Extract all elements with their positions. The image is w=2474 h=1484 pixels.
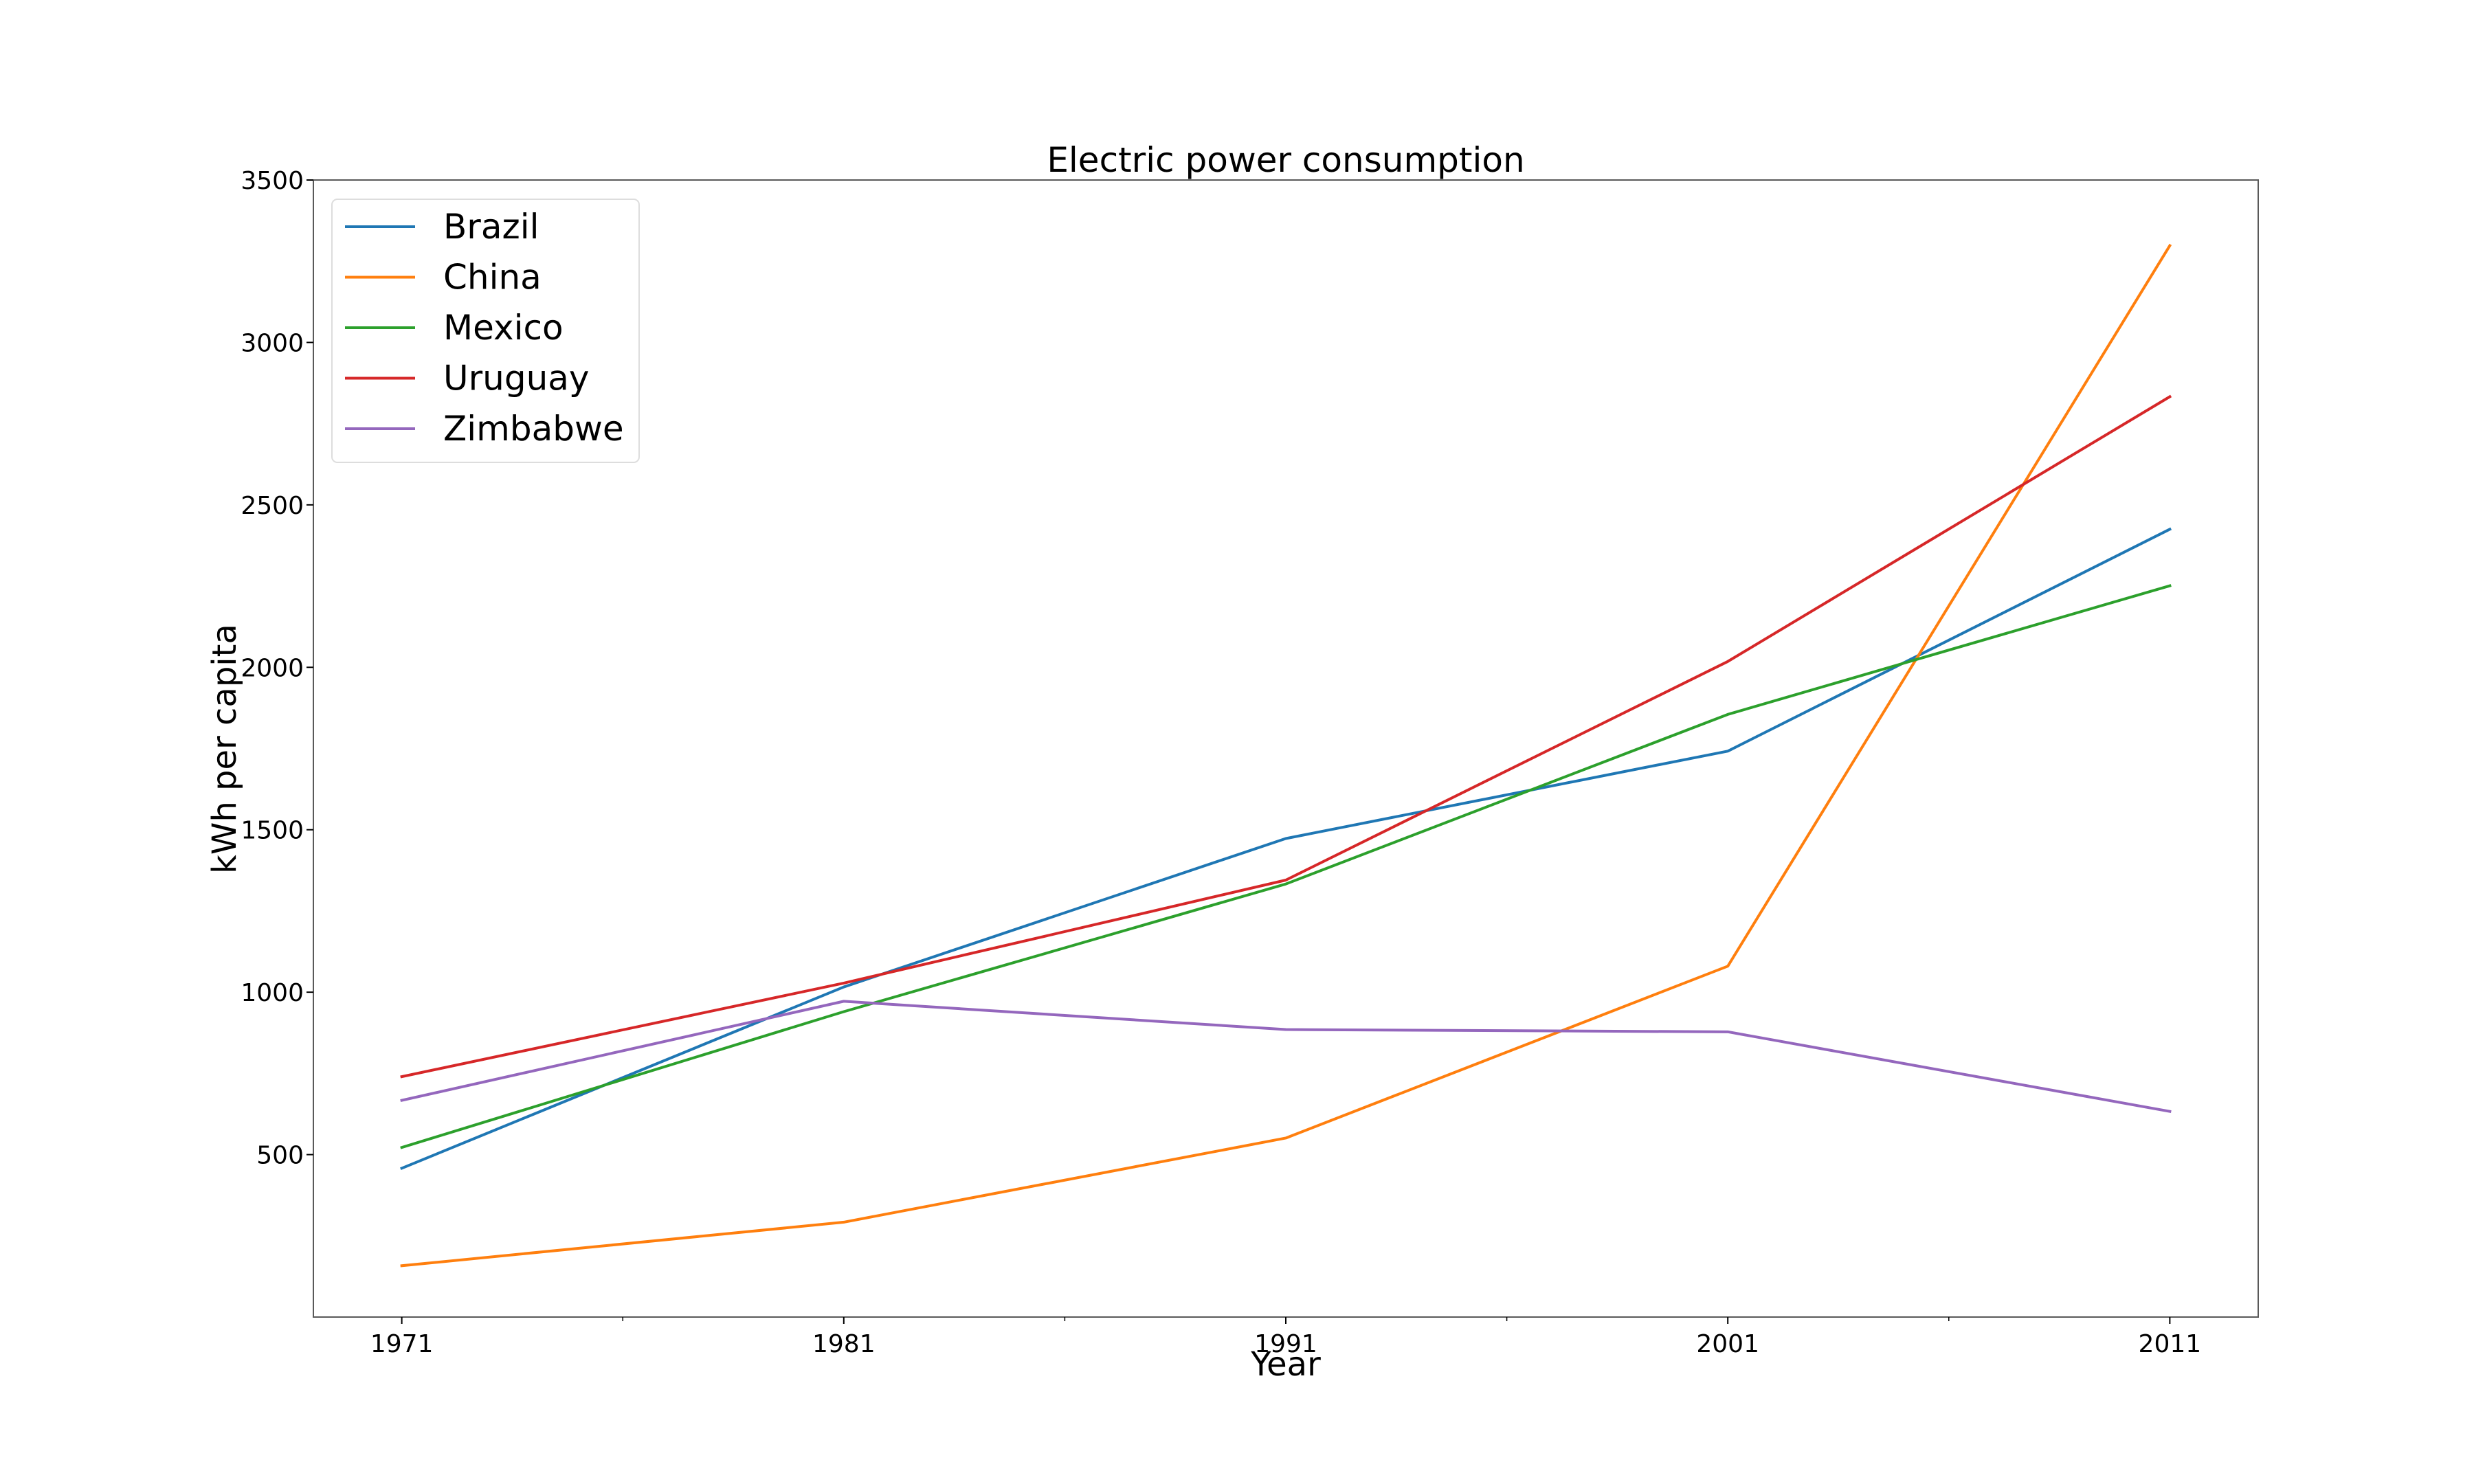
y-tick-label: 500 (256, 1142, 304, 1170)
x-tick-label: 1981 (812, 1330, 876, 1358)
y-axis-ticks: 500 1000 1500 2000 2500 3000 3500 (241, 167, 313, 1170)
legend-label-zimbabwe: Zimbabwe (443, 409, 624, 449)
x-tick-label: 2011 (2139, 1330, 2202, 1358)
series-line-mexico (400, 584, 2172, 1149)
legend-label-brazil: Brazil (443, 207, 539, 247)
y-tick-label: 1500 (241, 817, 304, 845)
x-axis-ticks: 1971 1981 1991 2001 2011 (370, 1317, 2201, 1358)
chart-title: Electric power consumption (1047, 140, 1524, 180)
legend-frame (331, 199, 640, 463)
legend-label-uruguay: Uruguay (443, 359, 590, 398)
legend: Brazil China Mexico Uruguay Zimbabwe (331, 199, 640, 463)
x-tick-label: 1991 (1254, 1330, 1317, 1358)
x-tick-label: 1971 (370, 1330, 434, 1358)
x-tick-label: 2001 (1696, 1330, 1759, 1358)
legend-label-mexico: Mexico (443, 308, 564, 348)
plot-lines (400, 243, 2172, 1268)
series-line-brazil (400, 527, 2172, 1171)
y-tick-label: 3000 (241, 329, 304, 357)
series-line-china (400, 243, 2172, 1268)
x-axis-label: Year (1250, 1345, 1321, 1384)
y-tick-label: 3500 (241, 167, 304, 195)
legend-label-china: China (443, 258, 542, 297)
y-tick-label: 1000 (241, 979, 304, 1007)
series-line-zimbabwe (400, 1000, 2172, 1114)
series-line-uruguay (400, 394, 2172, 1079)
y-tick-label: 2000 (241, 654, 304, 682)
y-axis-label: kWh per capita (205, 624, 244, 874)
y-tick-label: 2500 (241, 492, 304, 520)
